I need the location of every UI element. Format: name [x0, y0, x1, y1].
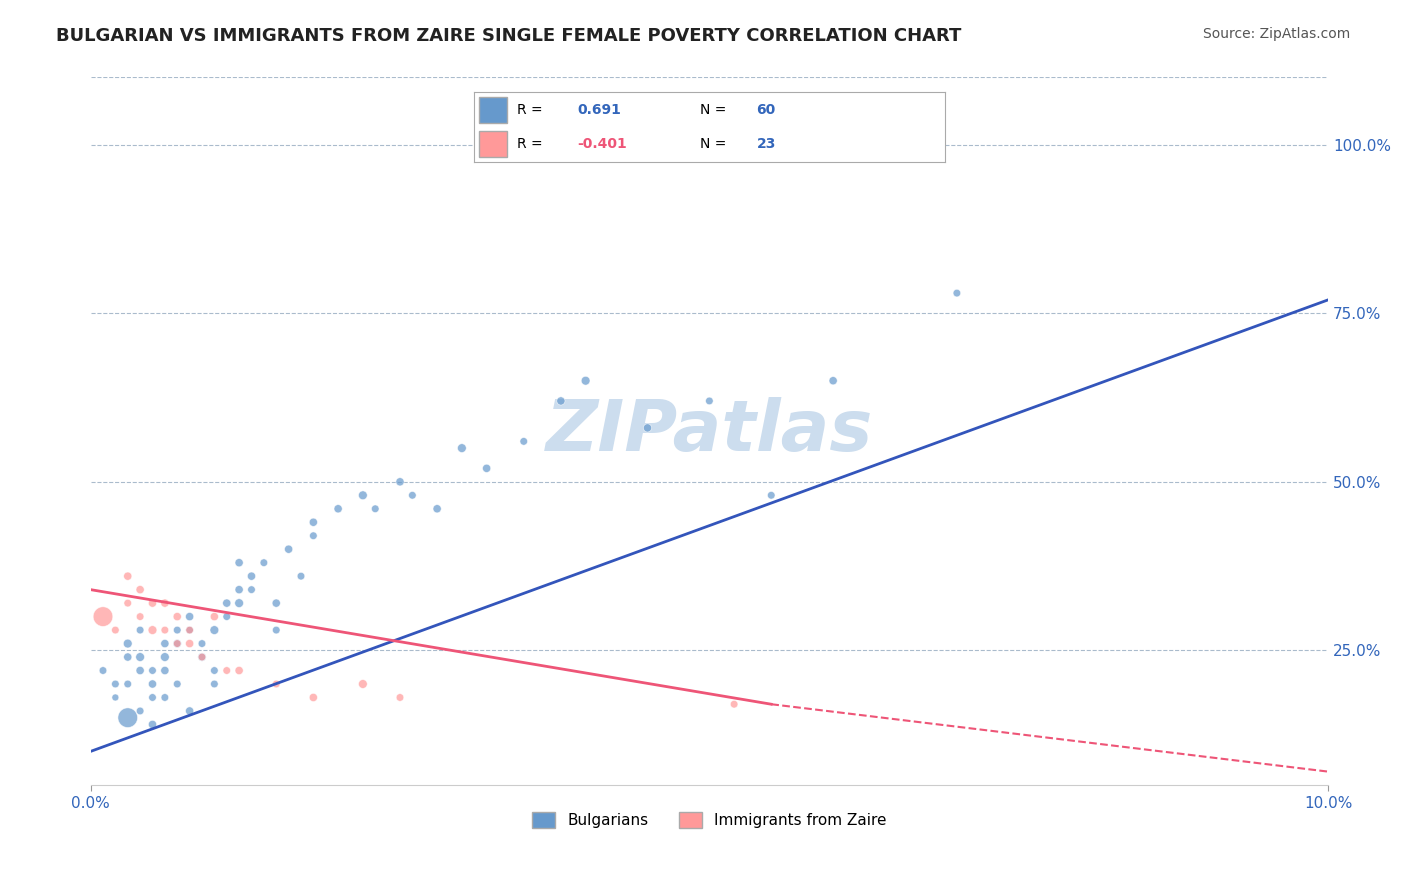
Point [129, 650, 152, 665]
Point [699, 393, 721, 408]
Point [352, 677, 374, 691]
Point [153, 596, 176, 610]
Point [228, 556, 250, 570]
Point [117, 677, 139, 691]
Point [401, 488, 423, 502]
Point [91, 664, 114, 678]
Point [129, 582, 152, 597]
Point [141, 717, 163, 731]
Point [129, 664, 152, 678]
Text: ZIPatlas: ZIPatlas [546, 397, 873, 466]
Point [302, 529, 325, 543]
Point [166, 636, 188, 650]
Point [513, 434, 536, 449]
Point [141, 623, 163, 637]
Point [723, 697, 745, 711]
Text: BULGARIAN VS IMMIGRANTS FROM ZAIRE SINGLE FEMALE POVERTY CORRELATION CHART: BULGARIAN VS IMMIGRANTS FROM ZAIRE SINGL… [56, 27, 962, 45]
Point [637, 421, 659, 435]
Point [426, 501, 449, 516]
Point [166, 609, 188, 624]
Point [166, 677, 188, 691]
Point [290, 569, 312, 583]
Point [264, 677, 287, 691]
Point [475, 461, 498, 475]
Point [575, 374, 598, 388]
Point [191, 650, 214, 665]
Point [191, 636, 214, 650]
Point [166, 636, 188, 650]
Point [302, 690, 325, 705]
Point [117, 711, 139, 725]
Point [264, 596, 287, 610]
Point [253, 556, 276, 570]
Point [388, 690, 411, 705]
Text: Source: ZipAtlas.com: Source: ZipAtlas.com [1202, 27, 1350, 41]
Point [91, 609, 114, 624]
Point [117, 650, 139, 665]
Point [117, 636, 139, 650]
Point [946, 286, 969, 301]
Point [179, 623, 201, 637]
Point [153, 690, 176, 705]
Point [264, 623, 287, 637]
Point [117, 596, 139, 610]
Point [240, 569, 263, 583]
Point [550, 393, 572, 408]
Point [179, 623, 201, 637]
Point [228, 596, 250, 610]
Point [202, 664, 225, 678]
Point [202, 609, 225, 624]
Point [179, 609, 201, 624]
Point [240, 582, 263, 597]
Point [202, 677, 225, 691]
Point [153, 650, 176, 665]
Point [215, 664, 238, 678]
Point [179, 704, 201, 718]
Point [141, 664, 163, 678]
Point [228, 664, 250, 678]
Point [202, 623, 225, 637]
Legend: Bulgarians, Immigrants from Zaire: Bulgarians, Immigrants from Zaire [526, 805, 893, 834]
Point [129, 704, 152, 718]
Point [141, 677, 163, 691]
Point [388, 475, 411, 489]
Point [129, 609, 152, 624]
Point [166, 623, 188, 637]
Point [215, 609, 238, 624]
Point [364, 501, 387, 516]
Point [104, 690, 127, 705]
Point [141, 596, 163, 610]
Point [129, 623, 152, 637]
Point [277, 542, 299, 557]
Point [104, 677, 127, 691]
Point [326, 501, 349, 516]
Point [823, 374, 845, 388]
Point [141, 690, 163, 705]
Point [761, 488, 783, 502]
Point [117, 569, 139, 583]
Point [302, 515, 325, 529]
Point [179, 636, 201, 650]
Point [228, 582, 250, 597]
Point [153, 664, 176, 678]
Point [153, 623, 176, 637]
Point [191, 650, 214, 665]
Point [352, 488, 374, 502]
Point [104, 623, 127, 637]
Point [451, 441, 474, 455]
Point [153, 636, 176, 650]
Point [215, 596, 238, 610]
